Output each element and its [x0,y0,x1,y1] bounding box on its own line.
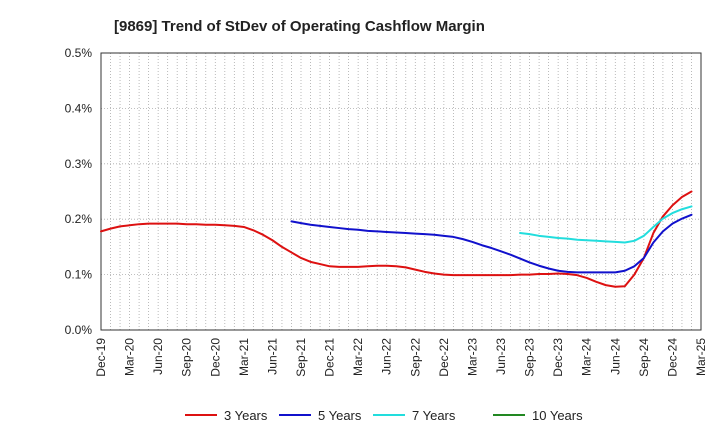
y-tick-label: 0.2% [65,212,93,226]
plot-background [101,53,701,330]
x-tick-label: Dec-19 [94,338,108,377]
x-tick-label: Jun-20 [151,338,165,375]
y-tick-label: 0.5% [65,46,93,60]
x-tick-label: Dec-21 [323,338,337,377]
x-tick-label: Mar-25 [694,338,708,376]
x-tick-label: Jun-23 [494,338,508,375]
x-tick-label: Mar-22 [351,338,365,376]
y-tick-label: 0.3% [65,157,93,171]
x-tick-label: Dec-24 [665,338,679,377]
y-tick-label: 0.4% [65,101,93,115]
x-tick-label: Jun-21 [265,338,279,375]
x-tick-label: Mar-24 [580,338,594,376]
x-tick-label: Sep-23 [523,338,537,377]
x-tick-label: Jun-24 [608,338,622,375]
legend-label: 10 Years [532,408,583,423]
plot-frame [100,52,702,331]
plot-area [100,52,702,331]
chart-title: [9869] Trend of StDev of Operating Cashf… [114,18,485,35]
legend-label: 5 Years [318,408,362,423]
x-tick-label: Jun-22 [380,338,394,375]
x-tick-label: Mar-23 [465,338,479,376]
series-lines [100,190,693,288]
x-tick-label: Dec-22 [437,338,451,377]
x-tick-label: Mar-20 [123,338,137,376]
x-tick-label: Sep-24 [637,338,651,377]
y-tick-label: 0.1% [65,268,93,282]
legend: 3 Years 5 Years 7 Years 10 Years [185,408,583,423]
x-axis-ticks: Dec-19 Mar-20 Jun-20 Sep-20 Dec-20 Mar-21 Jun-… [94,338,708,377]
x-tick-label: Sep-21 [294,338,308,377]
x-tick-label: Dec-23 [551,338,565,377]
x-tick-label: Sep-22 [408,338,422,377]
series-line-3-years [100,190,693,288]
legend-label: 7 Years [412,408,456,423]
y-tick-label: 0.0% [65,323,93,337]
y-axis-ticks: 0.0% 0.1% 0.2% 0.3% 0.4% 0.5% [65,46,93,337]
x-tick-label: Mar-21 [237,338,251,376]
legend-label: 3 Years [224,408,268,423]
x-tick-label: Dec-20 [208,338,222,377]
series-line-7-years [519,205,693,244]
series-line-5-years [290,213,693,274]
x-tick-label: Sep-20 [180,338,194,377]
